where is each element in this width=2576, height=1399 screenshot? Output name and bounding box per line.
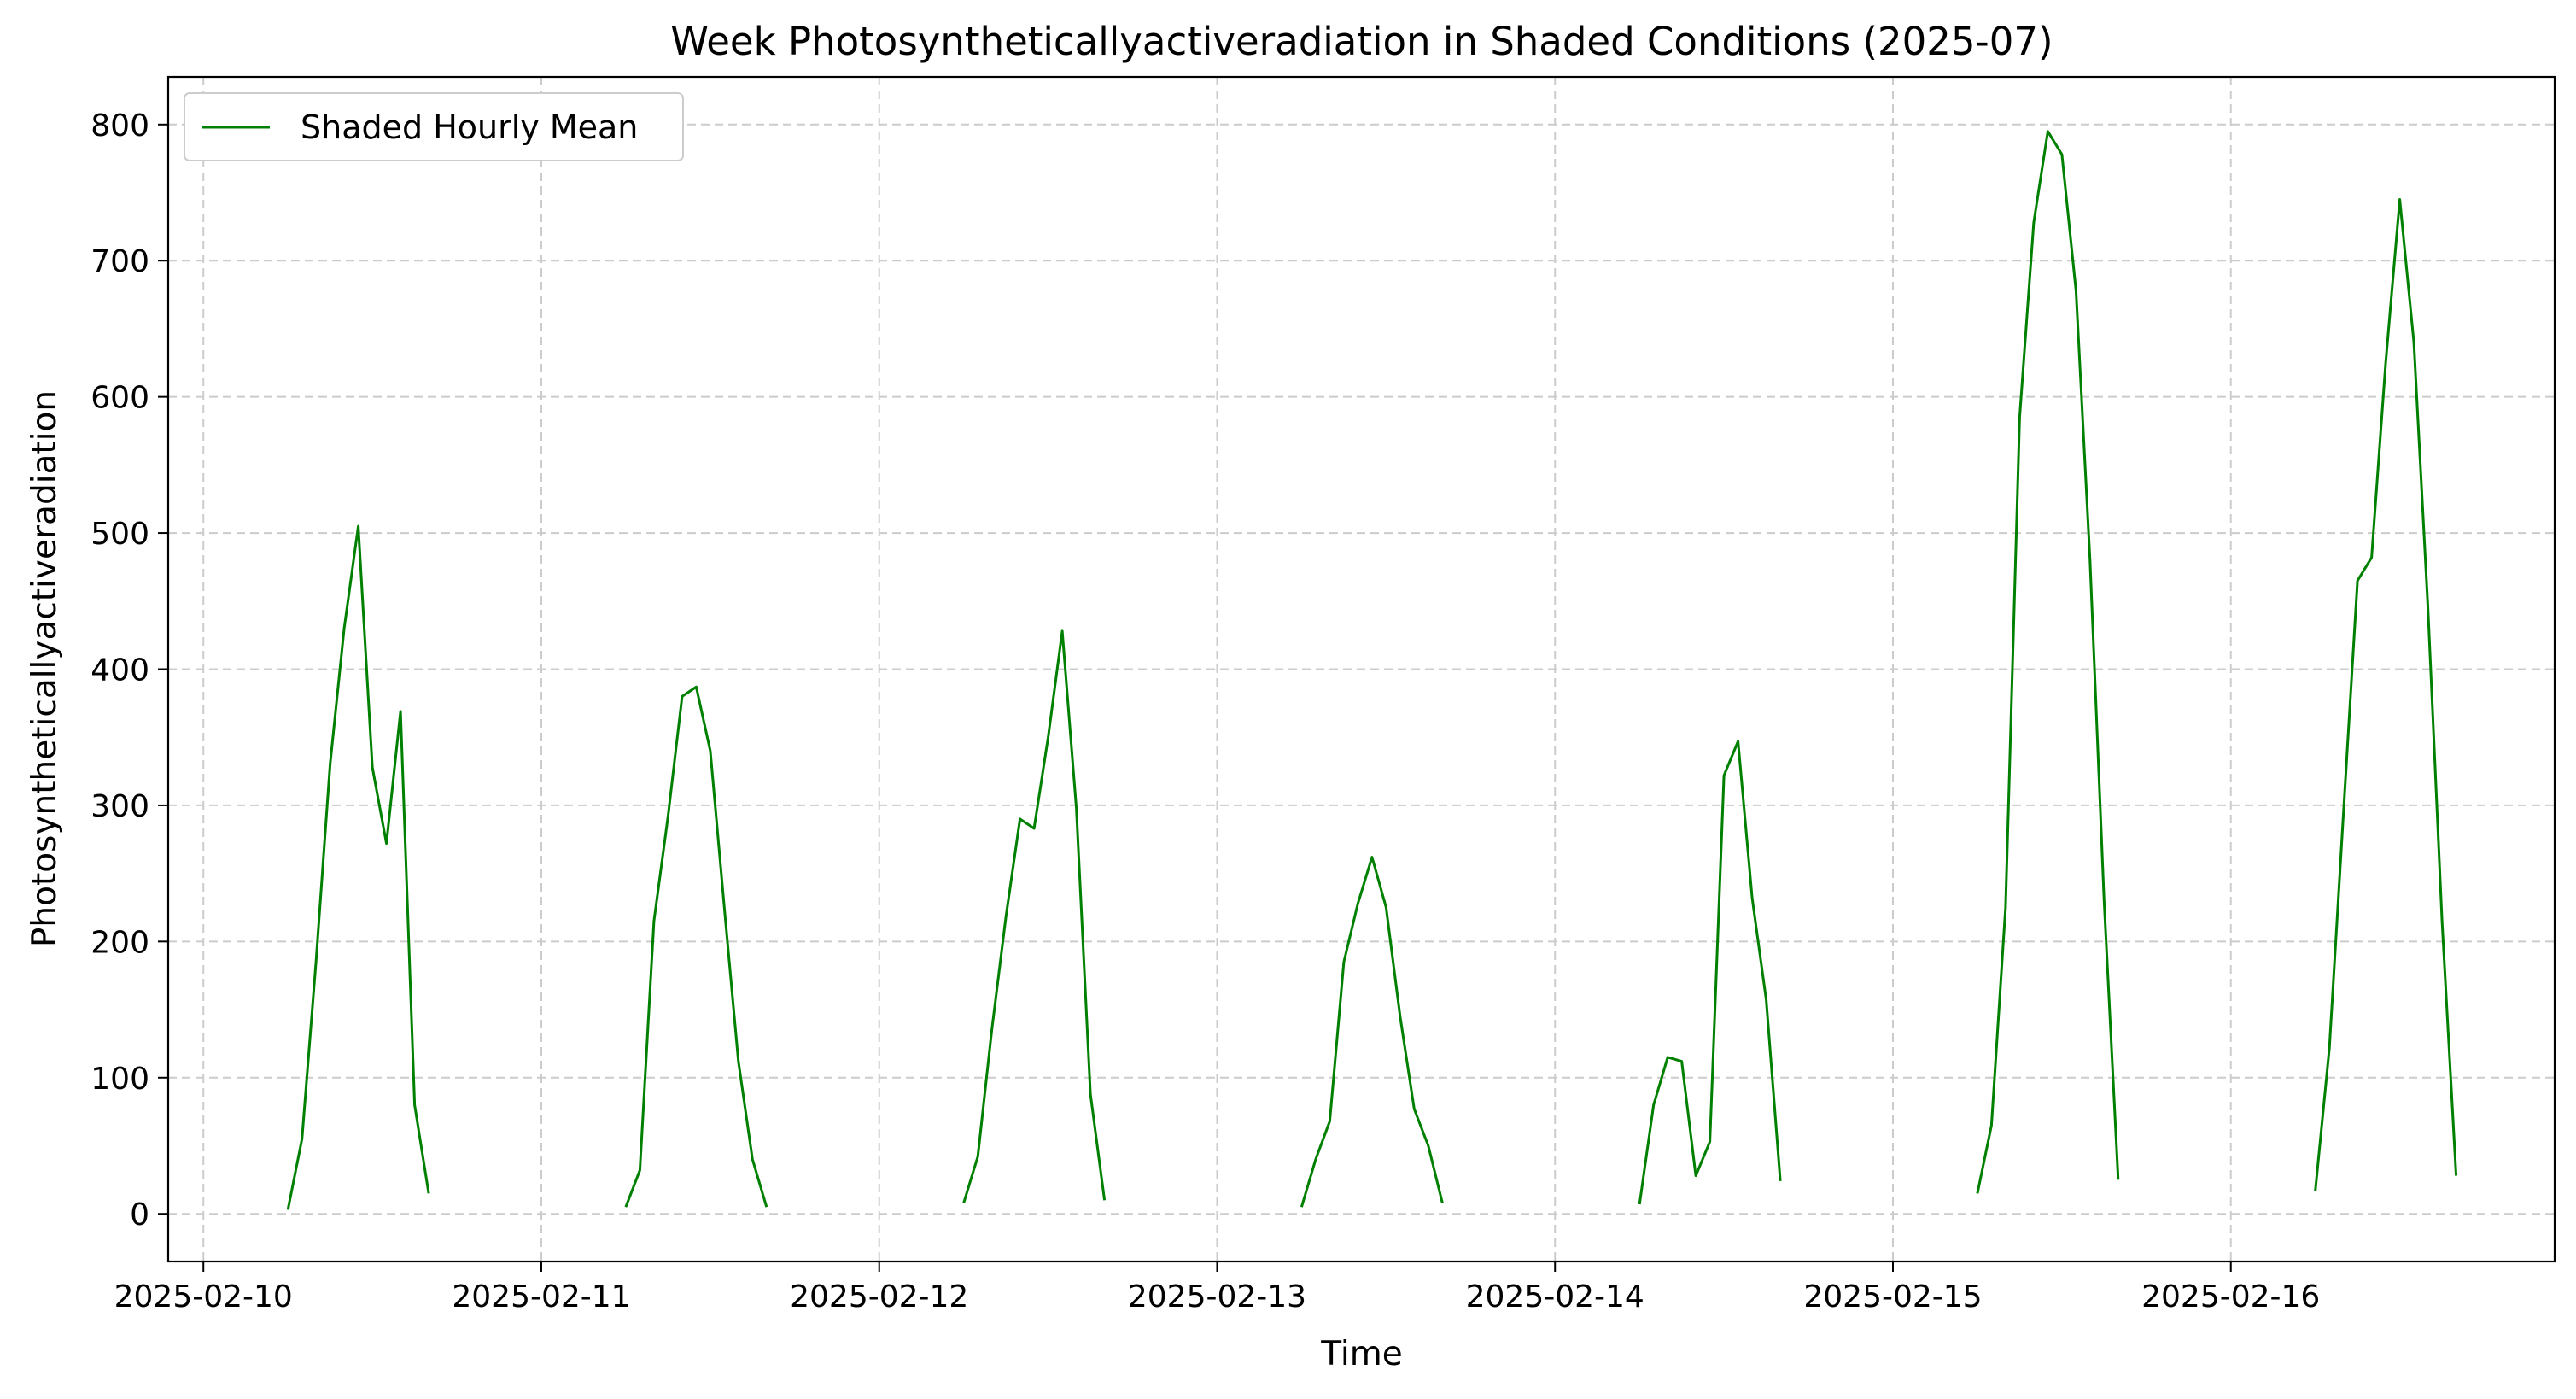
series-layer: [286, 130, 2458, 1210]
series-line-segment: [1976, 130, 2120, 1194]
series-line-segment: [1638, 740, 1782, 1205]
legend-label: Shaded Hourly Mean: [301, 108, 638, 146]
grid: [168, 77, 2555, 1261]
y-tick-label: 400: [91, 653, 149, 688]
y-tick-label: 500: [91, 517, 149, 552]
x-tick-label: 2025-02-11: [452, 1279, 630, 1314]
x-tick-label: 2025-02-14: [1466, 1279, 1644, 1314]
x-tick-label: 2025-02-10: [114, 1279, 293, 1314]
axis-ticks: 2025-02-10 2025-02-11 2025-02-12 2025-02-13…: [91, 108, 2320, 1314]
y-tick-label: 0: [130, 1197, 149, 1232]
x-tick-label: 2025-02-13: [1128, 1279, 1306, 1314]
y-tick-label: 600: [91, 381, 149, 416]
x-tick-label: 2025-02-15: [1803, 1279, 1982, 1314]
series-line-segment: [962, 629, 1107, 1203]
y-tick-label: 700: [91, 244, 149, 279]
y-tick-label: 100: [91, 1062, 149, 1097]
series-line-segment: [1300, 856, 1444, 1208]
x-axis-label: Time: [1320, 1335, 1402, 1373]
y-tick-label: 200: [91, 925, 149, 960]
x-tick-label: 2025-02-16: [2141, 1279, 2320, 1314]
series-line-segment: [624, 685, 768, 1208]
y-axis-label: Photosyntheticallyactiveradiation: [26, 390, 64, 947]
legend: Shaded Hourly Mean: [184, 92, 684, 161]
x-tick-label: 2025-02-12: [790, 1279, 968, 1314]
chart-title: Week Photosyntheticallyactiveradiation i…: [670, 19, 2053, 64]
plot-frame: [166, 75, 2556, 1263]
series-line-segment: [286, 524, 430, 1210]
y-tick-label: 800: [91, 108, 149, 143]
series-line-segment: [2314, 198, 2458, 1191]
y-tick-label: 300: [91, 789, 149, 824]
legend-box: [184, 92, 684, 161]
